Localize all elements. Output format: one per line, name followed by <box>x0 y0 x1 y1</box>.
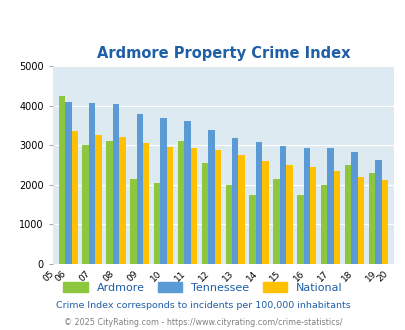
Bar <box>381 180 387 264</box>
Legend: Ardmore, Tennessee, National: Ardmore, Tennessee, National <box>59 278 346 297</box>
Bar <box>82 145 89 264</box>
Bar <box>160 118 166 264</box>
Bar <box>201 163 208 264</box>
Bar <box>357 177 363 264</box>
Bar <box>113 104 119 264</box>
Bar <box>153 183 160 264</box>
Title: Ardmore Property Crime Index: Ardmore Property Crime Index <box>96 46 349 61</box>
Bar <box>368 173 374 264</box>
Bar <box>214 150 220 264</box>
Text: Crime Index corresponds to incidents per 100,000 inhabitants: Crime Index corresponds to incidents per… <box>55 301 350 310</box>
Bar <box>119 137 125 264</box>
Bar <box>350 151 357 264</box>
Bar <box>166 147 173 264</box>
Bar <box>249 195 255 264</box>
Bar <box>208 130 214 264</box>
Bar <box>333 171 339 264</box>
Bar <box>190 148 197 264</box>
Bar <box>65 102 71 264</box>
Bar <box>184 121 190 264</box>
Bar <box>296 195 303 264</box>
Bar <box>303 148 309 264</box>
Bar <box>286 165 292 264</box>
Bar <box>326 148 333 264</box>
Bar <box>344 165 350 264</box>
Bar <box>309 167 315 264</box>
Bar <box>273 179 279 264</box>
Bar <box>106 141 113 264</box>
Bar <box>225 185 231 264</box>
Bar <box>177 141 184 264</box>
Bar <box>58 96 65 264</box>
Bar <box>279 146 286 264</box>
Bar <box>255 142 262 264</box>
Bar <box>320 185 326 264</box>
Bar <box>238 155 244 264</box>
Bar <box>130 179 136 264</box>
Bar <box>95 135 102 264</box>
Bar <box>231 138 238 264</box>
Bar <box>262 161 268 264</box>
Bar <box>136 114 143 264</box>
Bar <box>71 131 78 264</box>
Bar <box>374 160 381 264</box>
Text: © 2025 CityRating.com - https://www.cityrating.com/crime-statistics/: © 2025 CityRating.com - https://www.city… <box>64 318 341 327</box>
Bar <box>89 103 95 264</box>
Bar <box>143 143 149 264</box>
